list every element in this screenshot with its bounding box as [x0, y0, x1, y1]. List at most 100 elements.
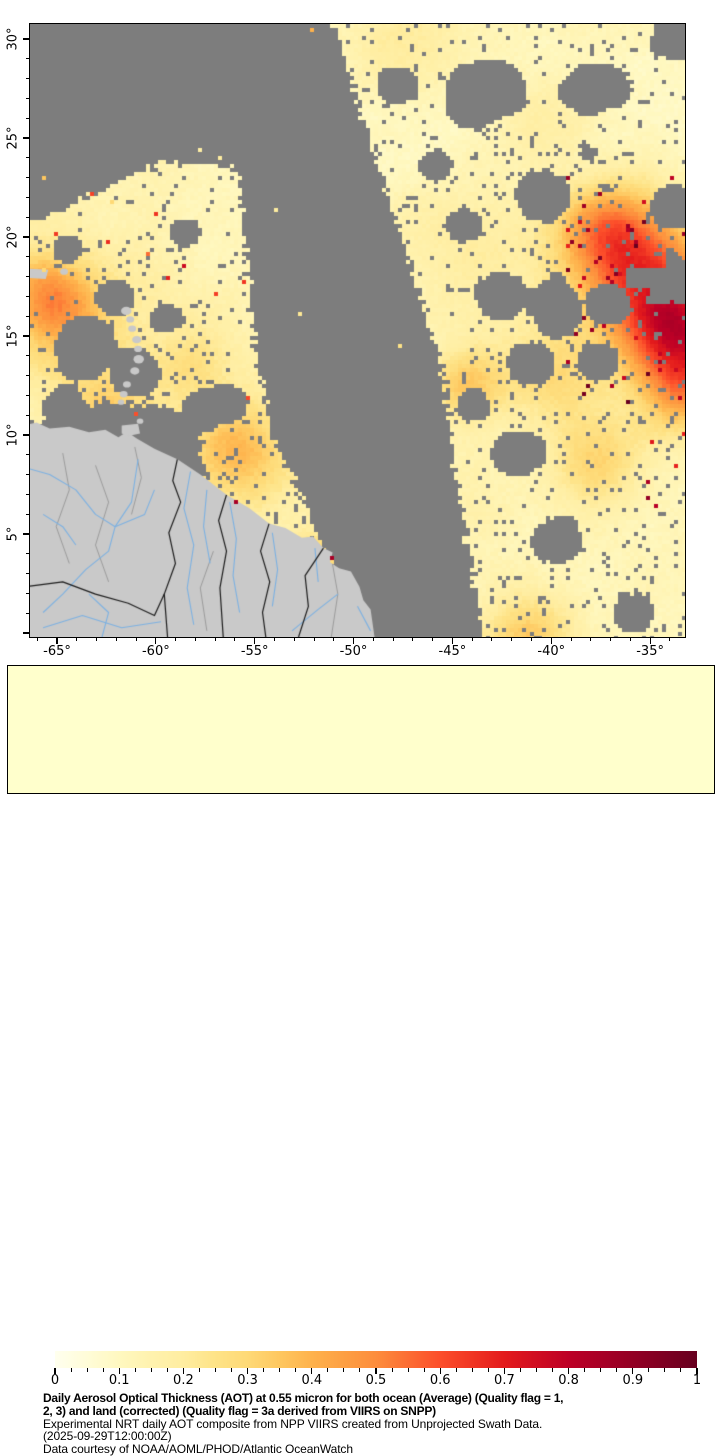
- colorbar-tick-label: 0.1: [108, 1373, 130, 1388]
- colorbar-minor-tick: [279, 1368, 281, 1372]
- y-minor-tick: [26, 513, 30, 515]
- x-minor-tick: [135, 637, 137, 641]
- x-minor-tick: [392, 637, 394, 641]
- y-minor-tick: [26, 474, 30, 476]
- colorbar-tick-label: 0.7: [494, 1373, 515, 1388]
- x-minor-tick: [194, 637, 196, 641]
- y-minor-tick: [26, 157, 30, 159]
- y-minor-tick: [26, 573, 30, 575]
- x-major-tick: [155, 637, 157, 644]
- x-axis-label: -40°: [537, 644, 566, 659]
- colorbar-tick-label: 0.4: [301, 1373, 323, 1388]
- x-axis-label: -55°: [240, 644, 269, 659]
- y-minor-tick: [26, 414, 30, 416]
- x-minor-tick: [432, 637, 434, 641]
- x-major-tick: [352, 637, 355, 644]
- colorbar-minor-tick: [616, 1368, 618, 1372]
- x-major-tick: [649, 637, 651, 644]
- x-minor-tick: [175, 637, 177, 641]
- colorbar-minor-tick: [166, 1368, 168, 1372]
- y-minor-tick: [26, 276, 30, 278]
- colorbar-minor-tick: [552, 1368, 554, 1372]
- y-minor-tick: [26, 454, 30, 456]
- figure-title-line-1: Daily Aerosol Optical Thickness (AOT) at…: [43, 1391, 564, 1405]
- x-minor-tick: [629, 637, 631, 641]
- x-minor-tick: [669, 637, 671, 641]
- y-axis-label: 30°: [5, 27, 21, 51]
- y-major-tick: [23, 335, 30, 337]
- y-minor-tick: [26, 375, 30, 377]
- aot-map-canvas: [30, 24, 685, 637]
- y-minor-tick: [26, 315, 30, 317]
- y-axis-label: 25°: [5, 126, 21, 150]
- y-major-tick: [23, 137, 30, 139]
- y-minor-tick: [26, 177, 30, 179]
- y-major-tick: [23, 533, 30, 535]
- y-minor-tick: [26, 295, 30, 297]
- colorbar-minor-tick: [150, 1368, 152, 1372]
- colorbar-minor-tick: [600, 1368, 602, 1372]
- x-minor-tick: [570, 637, 572, 641]
- colorbar-minor-tick: [664, 1368, 666, 1372]
- colorbar-minor-tick: [70, 1368, 72, 1372]
- y-minor-tick: [26, 493, 30, 495]
- y-minor-tick: [26, 216, 30, 218]
- x-minor-tick: [273, 637, 275, 641]
- colorbar-minor-tick: [407, 1368, 409, 1372]
- x-minor-tick: [313, 637, 315, 641]
- y-minor-tick: [26, 592, 30, 594]
- colorbar-minor-tick: [215, 1368, 216, 1372]
- colorbar-tick-label: 0.6: [429, 1373, 451, 1388]
- colorbar-tick-label: 0.2: [173, 1373, 194, 1388]
- colorbar-minor-tick: [231, 1368, 233, 1372]
- x-minor-tick: [471, 637, 473, 641]
- x-minor-tick: [76, 637, 78, 641]
- colorbar-minor-tick: [536, 1368, 537, 1372]
- x-major-tick: [550, 637, 552, 644]
- x-minor-tick: [115, 637, 117, 641]
- colorbar-minor-tick: [343, 1368, 345, 1372]
- colorbar-minor-tick: [519, 1368, 521, 1372]
- figure-subtitle: Experimental NRT daily AOT composite fro…: [43, 1416, 543, 1431]
- colorbar-minor-tick: [680, 1368, 682, 1372]
- y-minor-tick: [26, 553, 30, 555]
- colorbar-minor-tick: [584, 1368, 586, 1372]
- y-minor-tick: [26, 97, 30, 99]
- colorbar-minor-tick: [86, 1368, 88, 1372]
- x-minor-tick: [590, 637, 592, 641]
- colorbar-minor-tick: [455, 1368, 457, 1372]
- y-major-tick: [23, 434, 30, 436]
- y-minor-tick: [26, 394, 30, 396]
- x-minor-tick: [234, 637, 236, 641]
- y-minor-tick: [26, 612, 30, 614]
- figure-title-line-2: 2, 3) and land (corrected) (Quality flag…: [43, 1403, 436, 1418]
- colorbar-minor-tick: [102, 1368, 104, 1372]
- colorbar-minor-tick: [263, 1368, 265, 1372]
- x-minor-tick: [530, 637, 532, 641]
- x-minor-tick: [214, 637, 216, 641]
- y-major-tick: [23, 236, 30, 238]
- x-major-tick: [56, 637, 58, 644]
- legend-panel: 0 0.1 0.2 0.3 0.4 0.5 0.6 0.7 0.8 0.9 1 Daily Aero…: [7, 665, 715, 1455]
- colorbar-minor-tick: [327, 1368, 329, 1372]
- x-axis-label: -60°: [141, 644, 170, 659]
- x-major-tick: [254, 637, 256, 644]
- x-minor-tick: [610, 637, 612, 641]
- colorbar-minor-tick: [423, 1368, 425, 1372]
- y-axis-label: 5°: [5, 526, 21, 542]
- x-minor-tick: [491, 637, 493, 641]
- y-axis-label: 10°: [5, 423, 21, 447]
- colorbar-tick-label: 0: [50, 1373, 60, 1388]
- y-minor-tick: [26, 78, 30, 80]
- colorbar-minor-tick: [471, 1368, 473, 1372]
- y-axis-label: 20°: [5, 225, 21, 249]
- colorbar-minor-tick: [391, 1368, 393, 1372]
- y-axis-label: 15°: [5, 324, 21, 348]
- y-minor-tick: [26, 355, 30, 357]
- colorbar-tick-label: 1: [692, 1373, 702, 1388]
- x-minor-tick: [36, 637, 38, 641]
- y-minor-tick: [26, 256, 30, 258]
- colorbar-minor-tick: [359, 1368, 361, 1372]
- x-minor-tick: [333, 637, 335, 641]
- y-major-tick: [23, 632, 30, 634]
